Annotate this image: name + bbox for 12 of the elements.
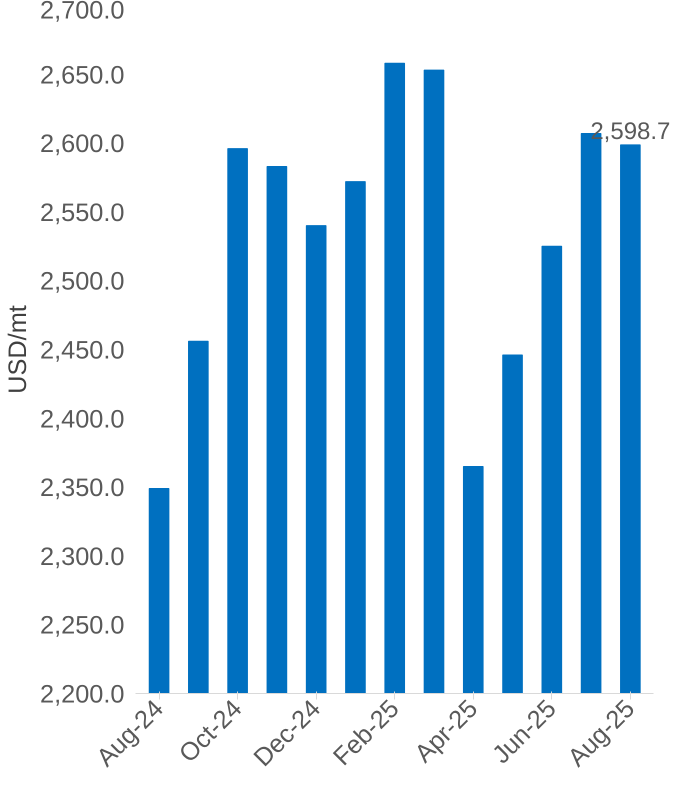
y-tick-label: 2,350.0 <box>40 474 125 502</box>
y-tick-label: 2,700.0 <box>40 0 125 24</box>
data-label: 2,598.7 <box>590 118 670 145</box>
y-tick-label: 2,250.0 <box>40 612 125 640</box>
y-tick-label: 2,550.0 <box>40 198 125 227</box>
y-tick-label: 2,600.0 <box>40 130 125 158</box>
y-tick-label: 2,450.0 <box>40 336 125 364</box>
y-tick-label: 2,500.0 <box>40 268 125 296</box>
y-axis-title: USD/mt <box>4 305 32 394</box>
y-tick-label: 2,300.0 <box>40 542 125 571</box>
y-tick-label: 2,650.0 <box>40 61 125 90</box>
y-tick-label: 2,400.0 <box>40 405 125 434</box>
